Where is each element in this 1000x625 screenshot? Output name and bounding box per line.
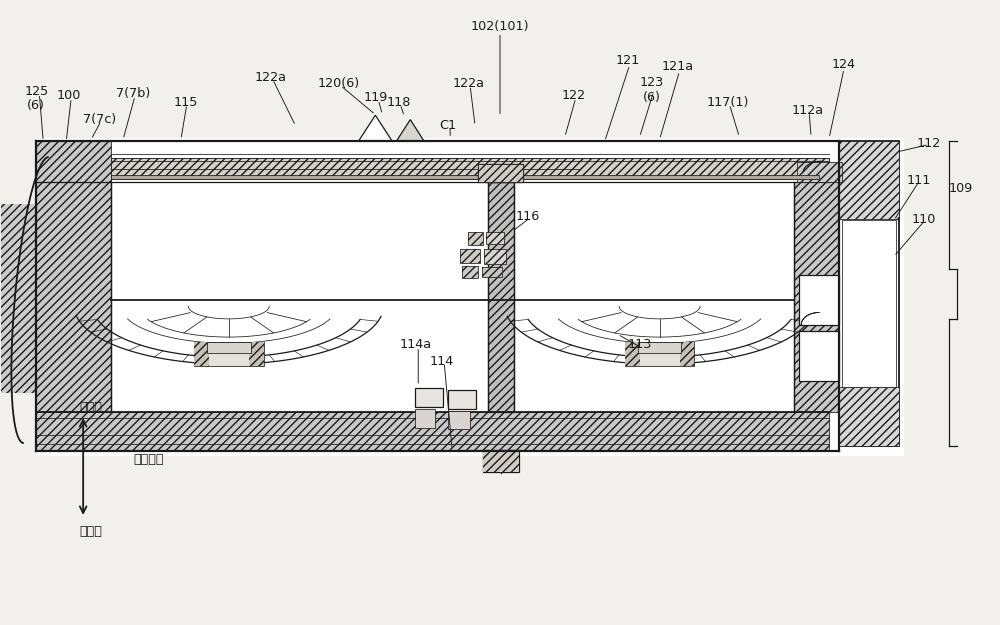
Bar [462,266,478,278]
Bar [478,164,523,182]
Bar [415,409,435,428]
Bar [448,411,470,429]
Bar [839,141,899,219]
Bar [799,331,839,381]
Bar [468,232,483,245]
Bar [111,158,829,176]
Text: 7(7b): 7(7b) [116,87,150,100]
Polygon shape [358,115,392,141]
Text: 122a: 122a [452,77,484,90]
Text: 109: 109 [949,181,973,194]
Bar [794,182,839,412]
Bar [111,158,829,176]
Text: 115: 115 [174,96,198,109]
Text: 113: 113 [627,338,652,351]
Bar [1,204,41,393]
Text: 122a: 122a [255,71,287,84]
Bar [468,232,483,245]
Text: 7(7c): 7(7c) [83,113,116,126]
Polygon shape [396,119,424,141]
Bar [482,267,502,277]
Text: 120(6): 120(6) [317,77,360,90]
Text: 100: 100 [57,89,81,102]
Bar [842,221,896,387]
Text: 122: 122 [562,89,586,102]
Text: 116: 116 [516,209,540,222]
Text: 112a: 112a [791,104,823,117]
Bar [111,175,819,179]
Bar [36,182,111,412]
Text: 纵深方向: 纵深方向 [134,454,164,466]
Bar [638,342,681,353]
Bar [797,162,842,182]
Text: 121a: 121a [661,60,694,73]
Bar [194,342,209,366]
Bar [482,267,502,277]
Bar [486,232,504,244]
Text: 123
(6): 123 (6) [639,76,664,104]
Text: 118: 118 [386,96,410,109]
Text: 121: 121 [616,54,640,67]
Bar [415,388,443,407]
Bar [625,342,694,366]
Bar [484,249,506,264]
Text: 背面侧: 背面侧 [80,525,103,538]
Text: 111: 111 [907,174,931,187]
Text: 前面侧: 前面侧 [80,401,103,414]
Text: 117(1): 117(1) [706,96,749,109]
Bar [478,164,523,182]
Text: 125: 125 [24,85,48,98]
Bar [483,450,519,472]
Bar [486,232,504,244]
Bar [36,412,829,451]
Bar [799,275,839,325]
Text: 114: 114 [430,354,454,367]
Bar [36,141,111,182]
Bar [448,390,476,409]
Text: 124: 124 [832,58,856,71]
Bar [839,141,899,446]
Bar [194,342,264,366]
Bar [488,182,514,412]
Bar [625,342,640,366]
Text: (6): (6) [27,99,45,112]
Text: 114a: 114a [399,338,431,351]
Text: 102(101): 102(101) [471,20,529,32]
Bar [839,387,899,446]
Bar [680,342,694,366]
Bar [462,266,478,278]
Text: 119: 119 [363,91,387,104]
Bar [460,249,480,262]
Text: 110: 110 [912,213,936,226]
Bar [460,249,480,262]
Bar [484,249,506,264]
Bar [249,342,264,366]
Text: 112: 112 [917,137,941,150]
Bar [483,450,519,472]
Text: C1: C1 [440,119,457,132]
Bar [36,138,904,456]
Bar [207,342,251,353]
